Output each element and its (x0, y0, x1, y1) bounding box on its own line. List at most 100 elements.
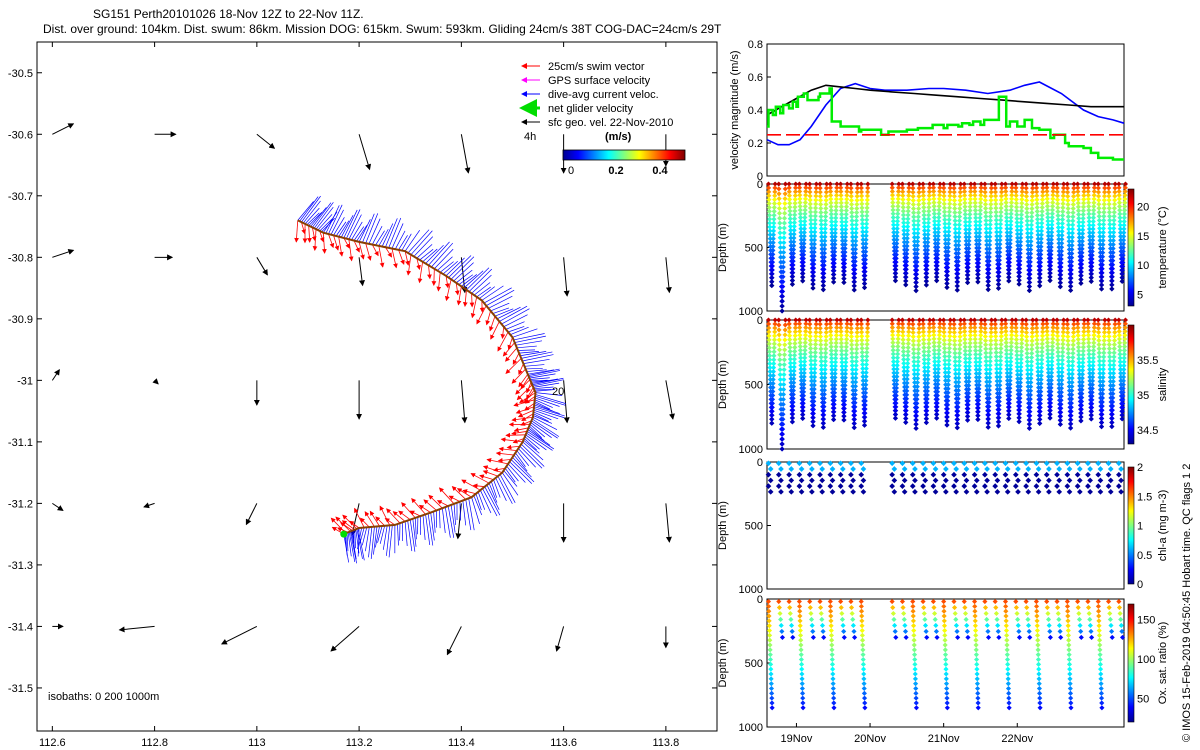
salinity-point (807, 337, 813, 343)
salinity-point (894, 374, 900, 380)
salinity-point (1007, 389, 1013, 395)
oxygen-point (788, 622, 795, 628)
salinity-point (819, 379, 825, 385)
temperature-point (1122, 203, 1128, 210)
temperature-point (936, 207, 942, 213)
temperature-point (985, 278, 991, 284)
salinity-point (813, 337, 819, 343)
oxygen-point (911, 647, 917, 653)
chla-point (1074, 471, 1081, 478)
chla-point (951, 471, 957, 478)
oxygen-point (1004, 632, 1010, 638)
oxygen-point (768, 666, 774, 672)
salinity-point (787, 352, 793, 358)
dac-arrow (445, 257, 465, 277)
oxygen-point (1086, 610, 1092, 617)
chla-point (1043, 483, 1050, 489)
temperature-point (1112, 181, 1118, 187)
salinity-point (914, 409, 920, 415)
dac-arrow (313, 202, 334, 229)
dac-arrow (531, 420, 558, 439)
dac-arrow (507, 463, 526, 483)
salinity-point (1085, 321, 1091, 327)
oxygen-point (860, 652, 866, 658)
oxygen-point (1097, 652, 1103, 658)
temperature-point (770, 251, 776, 257)
oxygen-point (800, 690, 806, 696)
temperature-point (777, 244, 783, 251)
temperature-point (1044, 203, 1051, 209)
salinity-point (934, 404, 940, 410)
temperature-point (863, 233, 869, 239)
oxygen-point (1065, 632, 1072, 638)
salinity-point (843, 355, 849, 362)
temperature-point (818, 222, 824, 228)
temperature-point (1060, 213, 1066, 219)
dac-arrow (358, 219, 371, 243)
salinity-point (901, 368, 907, 374)
oxygen-point (769, 705, 775, 711)
oxygen-point (986, 634, 992, 640)
dac-arrow (528, 370, 561, 378)
salinity-point (1035, 353, 1041, 359)
dac-arrow (412, 518, 417, 547)
salinity-point (955, 404, 961, 410)
temperature-point (863, 225, 869, 231)
salinity-point (906, 333, 912, 339)
velocity-series-line (766, 84, 1124, 116)
geo-velocity-arrow (245, 503, 258, 526)
swim-arrow (358, 241, 365, 260)
temperature-point (1096, 201, 1102, 207)
salinity-point (823, 325, 829, 331)
salinity-point (839, 348, 845, 354)
oxygen-y-tick-label: 0 (757, 594, 763, 606)
dac-arrow (533, 408, 565, 418)
chla-point (1023, 483, 1029, 489)
temperature-point (1090, 215, 1096, 221)
temperature-point (776, 181, 782, 187)
salinity-point (1048, 377, 1054, 383)
salinity-point (967, 355, 973, 362)
swim-arrow (485, 310, 491, 326)
salinity-point (911, 375, 918, 381)
salinity-point (1069, 379, 1075, 385)
velocity-y-tick-label: 0.2 (748, 138, 763, 150)
temperature-point (1060, 201, 1066, 207)
salinity-point (975, 405, 981, 411)
salinity-point (832, 367, 838, 373)
temperature-point (829, 226, 835, 232)
salinity-point (1059, 357, 1065, 363)
swim-arrow (319, 230, 325, 243)
salinity-point (972, 332, 978, 338)
temperature-point (1056, 232, 1062, 238)
temperature-point (956, 230, 962, 236)
oxygen-point (830, 681, 836, 687)
temperature-point (1121, 226, 1127, 232)
salinity-point (922, 368, 928, 374)
salinity-point (1018, 364, 1024, 370)
salinity-point (1024, 346, 1030, 352)
dac-arrow (477, 491, 486, 510)
salinity-point (942, 353, 948, 359)
chla-point (1025, 489, 1032, 495)
temperature-point (1055, 220, 1061, 227)
salinity-point (993, 337, 999, 343)
temperature-point (862, 273, 868, 279)
swim-arrow (365, 243, 372, 261)
oxygen-ylabel: Depth (m) (717, 639, 729, 688)
swim-arrow (428, 494, 443, 509)
chla-point (1056, 466, 1063, 472)
salinity-point (965, 402, 971, 408)
salinity-point (787, 344, 793, 350)
temperature-point (1027, 259, 1033, 265)
salinity-point (813, 329, 819, 335)
temperature-point (926, 200, 932, 206)
temperature-point (1097, 242, 1103, 248)
temperature-point (1049, 233, 1055, 239)
salinity-point (911, 359, 917, 365)
temperature-point (1028, 251, 1034, 257)
salinity-point (811, 378, 817, 384)
geo-velocity-arrow (358, 257, 365, 287)
salinity-point (1065, 325, 1071, 331)
salinity-point (851, 420, 857, 427)
